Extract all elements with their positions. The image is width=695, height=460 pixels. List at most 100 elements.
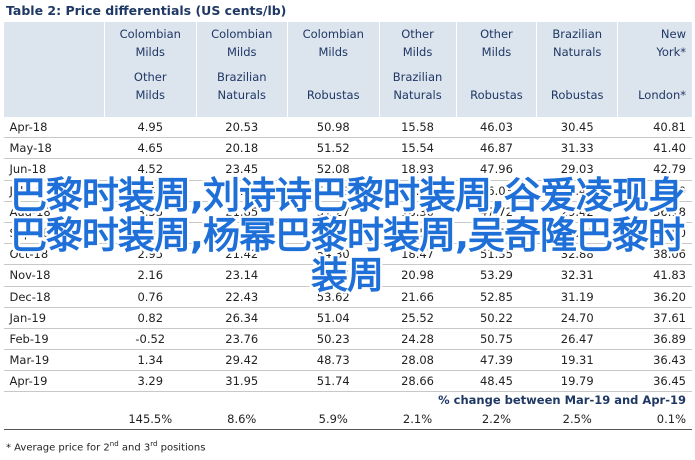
header-text: Other bbox=[401, 27, 434, 41]
month-cell: Mar-19 bbox=[3, 349, 105, 372]
header-cell: Other Milds bbox=[455, 22, 537, 65]
header-text: Naturals bbox=[553, 45, 602, 59]
value-cell: 26.34 bbox=[196, 307, 288, 329]
month-cell: Oct-18 bbox=[3, 243, 105, 266]
value-cell: 29.42 bbox=[196, 349, 288, 372]
blank-cell bbox=[3, 408, 105, 431]
value-cell: 29.42 bbox=[536, 201, 618, 223]
value-cell: 20.98 bbox=[379, 264, 457, 287]
footnote-text: rd bbox=[150, 440, 158, 448]
value-cell: 52.08 bbox=[287, 158, 379, 181]
value-cell: 3.29 bbox=[104, 370, 196, 393]
value-cell: 20.53 bbox=[196, 117, 288, 139]
header-text: London* bbox=[638, 88, 686, 102]
month-cell: May-18 bbox=[3, 137, 105, 160]
value-cell: 36.18 bbox=[617, 201, 692, 223]
value-cell: 36.89 bbox=[617, 328, 692, 351]
month-cell: Dec-18 bbox=[3, 286, 105, 308]
value-cell: 4.40 bbox=[104, 180, 196, 202]
data-row: Sep-18 2.80 22.30 51.66 19.50 48.86 29.36 34.50 bbox=[3, 222, 692, 245]
value-cell: 48.73 bbox=[287, 349, 379, 372]
value-cell: 4.52 bbox=[104, 158, 196, 181]
value-cell: 37.61 bbox=[617, 307, 692, 329]
header-text: Brazilian bbox=[552, 27, 603, 41]
header-text: Other bbox=[480, 27, 513, 41]
change-value: 145.5% bbox=[104, 408, 196, 431]
value-cell: 46.87 bbox=[456, 137, 537, 160]
value-cell: 52.85 bbox=[456, 286, 537, 308]
value-cell: 3.55 bbox=[104, 201, 196, 223]
value-cell: 36.43 bbox=[617, 349, 692, 372]
value-cell: 50.98 bbox=[287, 117, 379, 139]
value-cell: 4.65 bbox=[104, 137, 196, 160]
month-cell: Nov-18 bbox=[3, 264, 105, 287]
header-cell: Other Milds bbox=[104, 65, 196, 117]
month-cell: Jun-18 bbox=[3, 158, 105, 181]
value-cell: 40.50 bbox=[617, 180, 692, 202]
header-cell: Colombian Milds bbox=[287, 22, 379, 65]
data-row: May-18 4.65 20.18 51.52 15.54 46.87 31.33 41.40 bbox=[3, 137, 692, 160]
month-cell: Jan-19 bbox=[3, 307, 105, 329]
value-cell: 53.62 bbox=[287, 286, 379, 308]
header-text: Milds bbox=[318, 45, 349, 59]
value-cell: 53.29 bbox=[456, 264, 537, 287]
change-value: 2.1% bbox=[379, 408, 457, 431]
value-cell: 34.50 bbox=[617, 222, 692, 245]
value-cell: 23.45 bbox=[196, 158, 288, 181]
data-row: Dec-18 0.76 22.43 53.62 21.66 52.85 31.19 36.20 bbox=[3, 286, 692, 308]
change-value: 2.5% bbox=[536, 408, 618, 431]
footnote-text: * Average price for 2 bbox=[6, 442, 110, 454]
value-cell: 31.33 bbox=[536, 137, 618, 160]
value-cell: 19.79 bbox=[536, 370, 618, 393]
value-cell: 36.45 bbox=[617, 370, 692, 393]
value-cell: 51.66 bbox=[287, 222, 379, 245]
value-cell: 0.82 bbox=[104, 307, 196, 329]
header-text: New bbox=[660, 27, 686, 41]
footnote-text: and 3 bbox=[118, 442, 151, 454]
value-cell: 28.66 bbox=[379, 370, 457, 393]
value-cell: 47.39 bbox=[456, 349, 537, 372]
value-cell: 38.06 bbox=[617, 243, 692, 266]
data-row: Nov-18 2.16 23.14 55.45 20.98 53.29 32.31 41.83 bbox=[3, 264, 692, 287]
value-cell: 48.45 bbox=[456, 370, 537, 393]
value-cell: 1.34 bbox=[104, 349, 196, 372]
month-cell: Sep-18 bbox=[3, 222, 105, 245]
value-cell: 25.52 bbox=[379, 307, 457, 329]
value-cell: 50.23 bbox=[287, 328, 379, 351]
value-cell: 24.28 bbox=[379, 328, 457, 351]
value-cell: 2.16 bbox=[104, 264, 196, 287]
value-cell: 18.47 bbox=[379, 243, 457, 266]
value-cell: 29.03 bbox=[536, 158, 618, 181]
value-cell: 18.30 bbox=[379, 201, 457, 223]
value-cell: 0.76 bbox=[104, 286, 196, 308]
month-cell: Aug-18 bbox=[3, 201, 105, 223]
value-cell: 46.03 bbox=[456, 180, 537, 202]
header-text: Naturals bbox=[217, 88, 266, 102]
header-cell: Robustas bbox=[455, 65, 537, 117]
value-cell: 19.50 bbox=[379, 222, 457, 245]
month-cell: Apr-19 bbox=[3, 370, 105, 393]
value-cell: 50.22 bbox=[456, 307, 537, 329]
value-cell: 46.03 bbox=[456, 117, 537, 139]
value-cell: 51.74 bbox=[287, 370, 379, 393]
change-value: 8.6% bbox=[196, 408, 288, 431]
header-text: Brazilian bbox=[392, 70, 443, 84]
data-row: Jun-18 4.52 23.45 52.08 18.93 47.96 29.03 42.79 bbox=[3, 158, 692, 181]
header-text: Colombian bbox=[211, 27, 273, 41]
header-text: Milds bbox=[481, 45, 512, 59]
data-row: Jan-19 0.82 26.34 51.04 25.52 50.22 24.70 37.61 bbox=[3, 307, 692, 329]
value-cell: 29.48 bbox=[536, 180, 618, 202]
month-cell: Feb-19 bbox=[3, 328, 105, 351]
value-cell: 40.81 bbox=[617, 117, 692, 139]
header-row: Colombian Milds Colombian Milds Colombian Mil… bbox=[3, 22, 692, 65]
value-cell: 51.52 bbox=[287, 137, 379, 160]
value-cell: 23.14 bbox=[196, 264, 288, 287]
header-text: York* bbox=[656, 45, 686, 59]
change-value: 2.2% bbox=[456, 408, 537, 431]
change-label-row: % change between Mar-19 and Apr-19 bbox=[4, 392, 693, 409]
footnote-text: positions bbox=[157, 442, 206, 454]
month-cell: Jul-18 bbox=[3, 180, 105, 202]
value-cell: 19.31 bbox=[536, 349, 618, 372]
value-cell: 23.76 bbox=[196, 328, 288, 351]
